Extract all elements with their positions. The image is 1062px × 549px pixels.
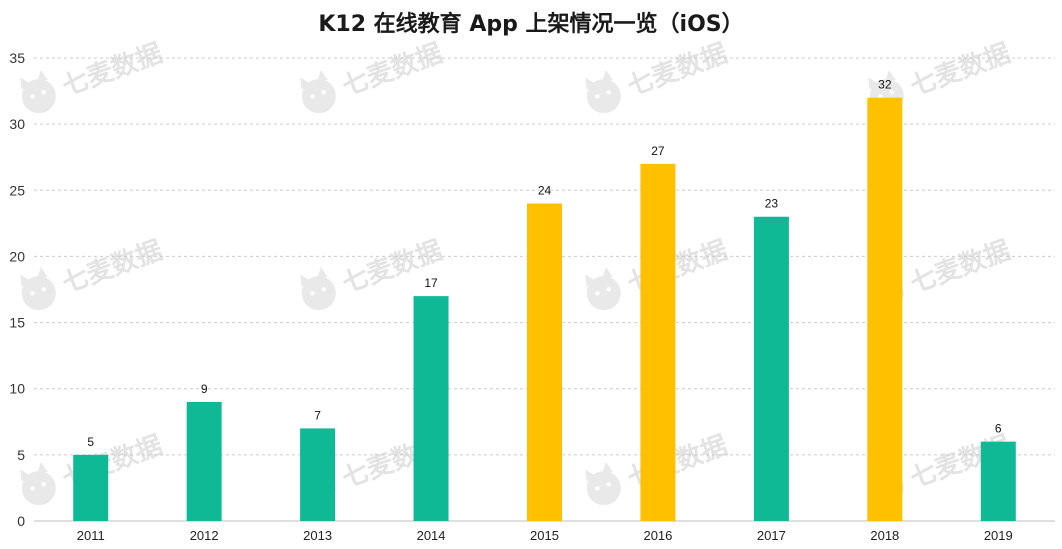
cat-logo-icon — [585, 266, 621, 311]
data-label: 32 — [878, 78, 892, 92]
watermark-text: 七麦数据 — [338, 39, 446, 103]
data-label: 6 — [995, 422, 1002, 436]
x-tick-label: 2012 — [190, 528, 219, 543]
x-tick-label: 2016 — [643, 528, 672, 543]
x-tick-label: 2018 — [870, 528, 899, 543]
x-tick-label: 2019 — [984, 528, 1013, 543]
data-label: 23 — [765, 197, 779, 211]
bar-2015 — [527, 203, 562, 521]
bar-2019 — [980, 441, 1016, 521]
x-axis: 2011 2012 2013 2014 2015 2016 2017 2018 2019 — [77, 528, 1013, 543]
bar-2017 — [753, 216, 789, 521]
cat-logo-icon — [585, 461, 621, 506]
y-tick-label: 25 — [9, 182, 25, 198]
bar-2016 — [640, 163, 676, 522]
watermark-text: 七麦数据 — [623, 236, 731, 300]
y-tick-label: 10 — [9, 381, 25, 397]
data-label: 17 — [424, 276, 438, 290]
watermark-text: 七麦数据 — [58, 39, 166, 103]
bar-2012 — [186, 401, 222, 521]
watermark-text: 七麦数据 — [906, 236, 1014, 300]
bar-2018 — [867, 97, 903, 521]
bars — [73, 97, 1016, 522]
data-label: 27 — [651, 144, 665, 158]
watermark: 七麦数据 — [300, 39, 446, 114]
data-label: 7 — [314, 408, 321, 422]
chart-title: K12 在线教育 App 上架情况一览（iOS） — [318, 11, 743, 37]
watermark-text: 七麦数据 — [623, 431, 731, 495]
watermark: 七麦数据 — [20, 236, 166, 311]
y-tick-label: 0 — [17, 513, 25, 529]
x-tick-label: 2013 — [303, 528, 332, 543]
cat-logo-icon — [20, 69, 56, 114]
y-axis: 0 5 10 15 20 25 30 35 — [9, 50, 25, 529]
bar-2011 — [73, 454, 109, 521]
y-tick-label: 35 — [9, 50, 25, 66]
x-tick-label: 2011 — [77, 528, 105, 543]
watermark: 七麦数据 — [20, 39, 166, 114]
cat-logo-icon — [300, 69, 336, 114]
y-tick-label: 30 — [9, 116, 25, 132]
watermark-text: 七麦数据 — [906, 39, 1014, 103]
x-tick-label: 2017 — [757, 528, 786, 543]
cat-logo-icon — [300, 266, 336, 311]
data-label: 9 — [201, 382, 208, 396]
cat-logo-icon — [585, 69, 621, 114]
bar-2013 — [300, 428, 336, 521]
watermark: 七麦数据 — [585, 39, 731, 114]
data-labels: 5 9 7 17 24 27 23 32 6 — [87, 78, 1002, 449]
x-tick-label: 2015 — [530, 528, 559, 543]
x-tick-label: 2014 — [417, 528, 446, 543]
data-label: 24 — [538, 184, 552, 198]
data-label: 5 — [87, 435, 94, 449]
y-tick-label: 15 — [9, 315, 25, 331]
y-tick-label: 20 — [9, 248, 25, 264]
bar-2014 — [413, 296, 449, 521]
watermark-text: 七麦数据 — [58, 236, 166, 300]
cat-logo-icon — [20, 266, 56, 311]
watermark-text: 七麦数据 — [623, 39, 731, 103]
cat-logo-icon — [20, 461, 56, 506]
y-tick-label: 5 — [17, 447, 25, 463]
